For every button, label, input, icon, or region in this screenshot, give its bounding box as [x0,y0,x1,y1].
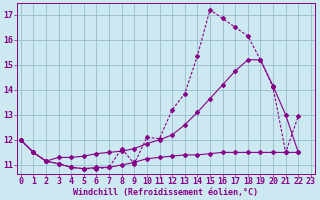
X-axis label: Windchill (Refroidissement éolien,°C): Windchill (Refroidissement éolien,°C) [73,188,258,197]
